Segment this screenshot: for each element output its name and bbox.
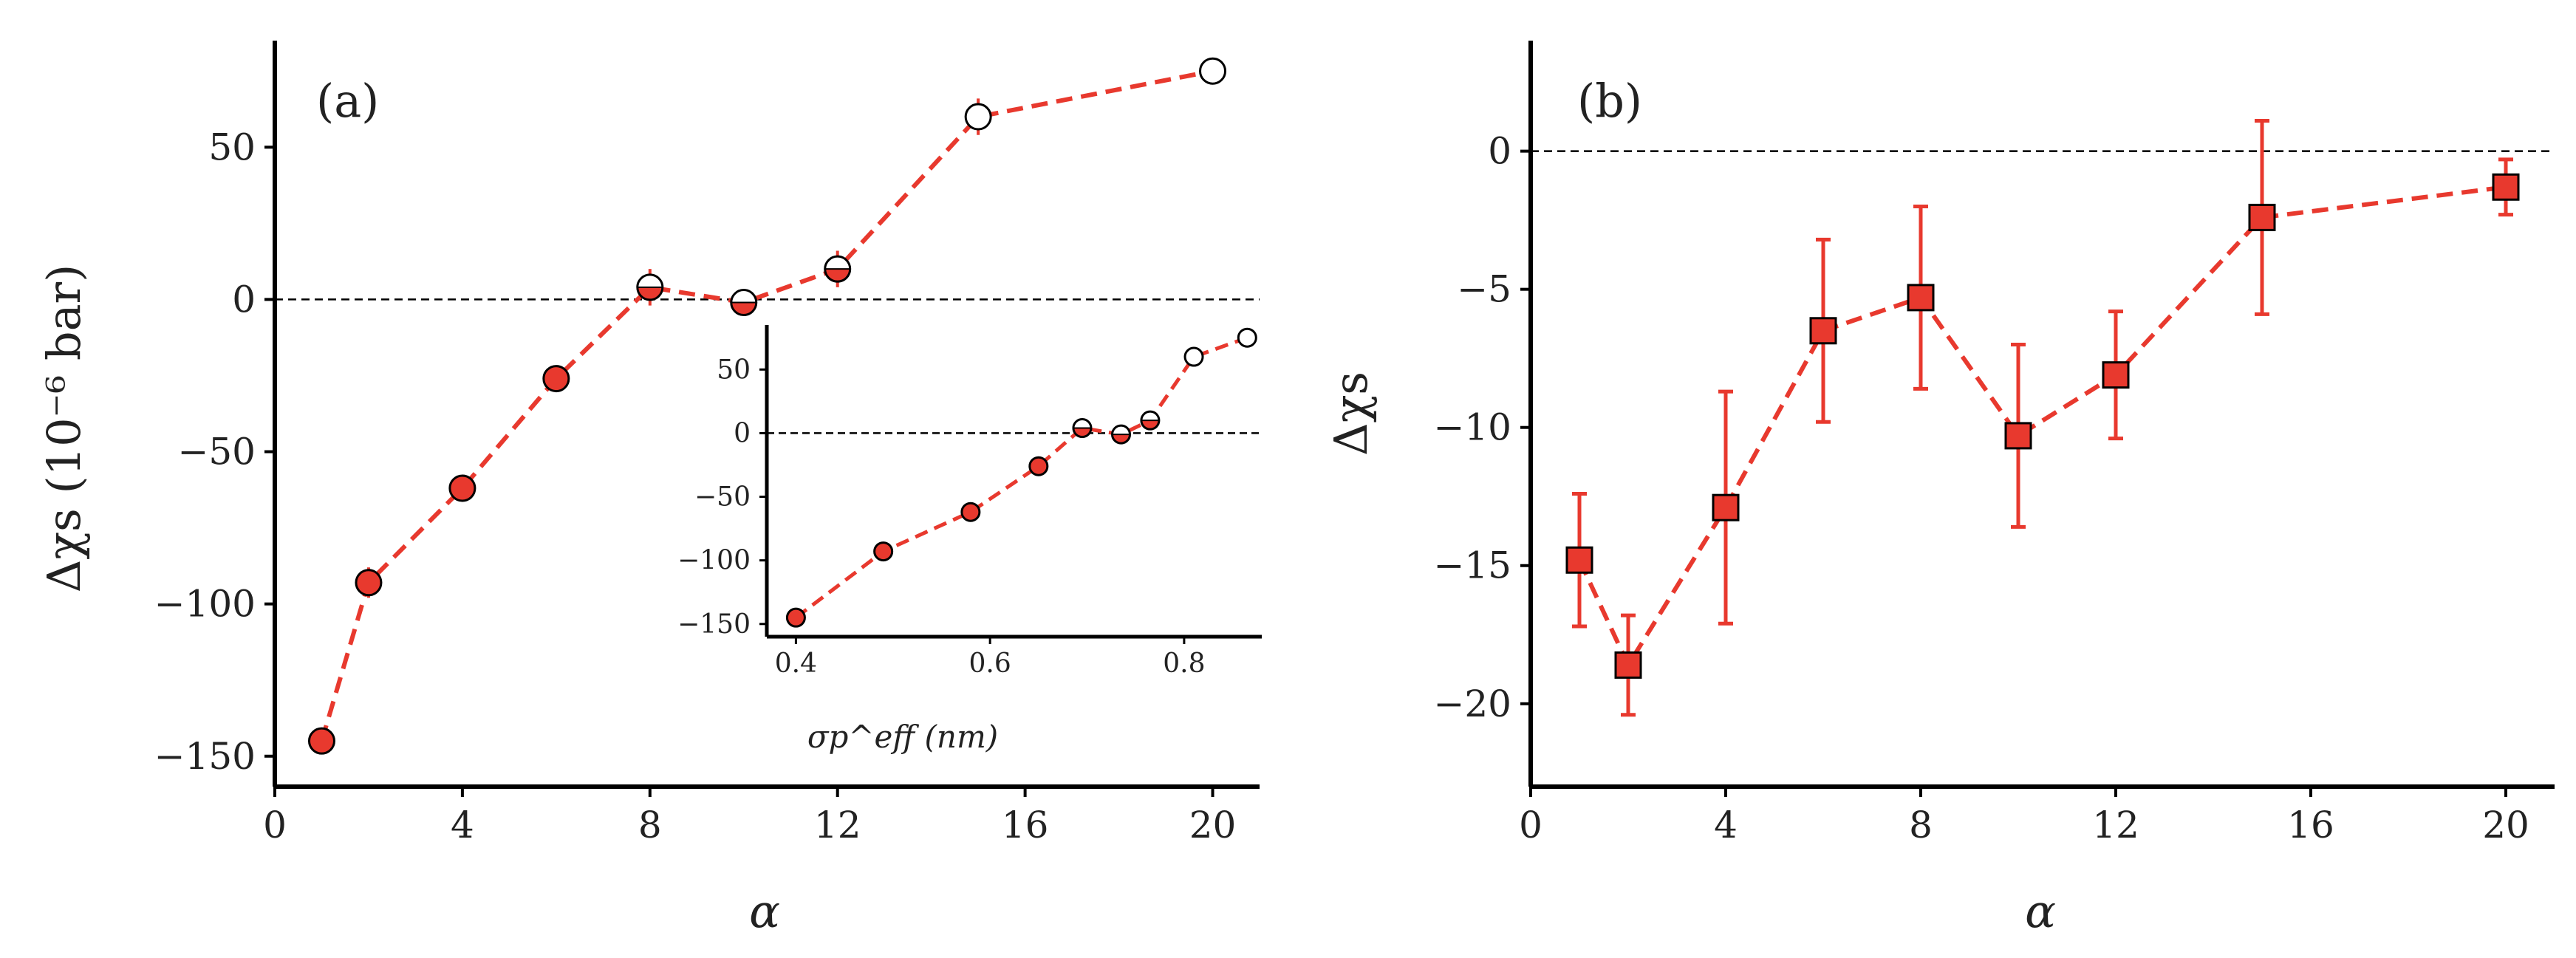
b-data-point [2004,422,2032,450]
a-data-point [355,569,383,597]
panel-a-x-axis-title: α [749,884,780,938]
b-data-point [1712,493,1740,521]
inset-data-point [1111,424,1132,445]
panel-b-y-axis-title: Δχs [1324,372,1378,456]
inset-y-tick-label: 50 [717,355,751,385]
b-data-point [1614,651,1642,679]
b-data-point [1907,284,1935,312]
inset-data-point [1140,410,1161,431]
panel-b-x-axis-title: α [2025,884,2056,938]
panel-a-plot-area: 0 4 8 12 16 20 −150 −100 −50 0 50 [154,41,1260,846]
panel-a-label: (a) [316,74,379,128]
inset-x-tick-label: 0.8 [1163,649,1205,679]
inset-data-point [1237,327,1257,348]
a-x-tick-label: 4 [451,804,474,846]
inset-x-axis-title: σp^eff (nm) [807,719,998,755]
a-data-point [307,727,335,755]
a-x-tick-label: 12 [814,804,861,846]
marker-bottom-half [824,269,850,282]
panel-a-inset: 0.4 0.6 0.8 −150 −100 −50 0 50 [677,321,1266,679]
b-x-tick-label: 8 [1909,804,1933,846]
marker-outline [1111,424,1132,445]
a-data-point [824,255,852,283]
inset-y-tick-label: 0 [734,418,751,448]
b-data-point [1565,546,1593,574]
b-y-tick-label: −10 [1433,406,1511,449]
marker-outline [730,289,758,317]
a-y-tick-label: −150 [154,735,256,778]
b-x-tick-label: 4 [1714,804,1738,846]
b-y-tick-label: −5 [1457,268,1511,311]
marker-outline [636,273,664,301]
inset-data-point [960,502,981,522]
b-x-tick-label: 0 [1519,804,1542,846]
inset-y-tick-label: −100 [677,546,751,576]
a-y-tick-label: 0 [232,278,256,321]
b-series-line [1577,185,2507,670]
a-x-tick-label: 8 [638,804,662,846]
a-data-point [636,273,664,301]
b-data-point [2248,203,2276,231]
a-x-tick-label: 0 [263,804,287,846]
b-data-point [1809,317,1837,345]
marker-outline [824,255,852,283]
inset-y-tick-label: −50 [694,482,751,513]
inset-data-point [1183,346,1204,367]
a-y-tick-label: −50 [177,431,256,473]
a-x-tick-label: 20 [1189,804,1237,846]
b-data-point [2492,173,2520,201]
inset-data-point [1072,418,1093,439]
inset-x-tick-label: 0.4 [775,649,817,679]
inset-y-tick-label: −150 [677,609,751,640]
a-data-point [730,289,758,317]
a-data-point [1199,57,1227,85]
b-y-tick-label: −20 [1433,682,1511,725]
b-x-tick-label: 12 [2092,804,2139,846]
a-data-point [542,365,570,393]
inset-x-tick-label: 0.6 [969,649,1011,679]
marker-bottom-half [637,287,663,300]
b-x-tick-label: 20 [2482,804,2529,846]
a-series-line [319,69,1214,742]
a-data-point [448,474,476,502]
inset-data-point [1028,456,1049,476]
b-data-point [2102,361,2130,389]
panel-b-plot-area: 0 4 8 12 16 20 −20 −15 −10 −5 0 [1433,41,2555,846]
b-y-tick-label: −15 [1433,544,1511,587]
panel-a-y-axis-title: Δχs (10⁻⁶ bar) [37,264,91,593]
panel-b-label: (b) [1577,74,1642,128]
a-y-tick-label: 50 [208,126,256,168]
marker-outline [1140,410,1161,431]
a-x-tick-label: 16 [1002,804,1049,846]
inset-data-point [873,541,894,562]
marker-bottom-half [731,302,756,315]
a-y-tick-label: −100 [154,583,256,626]
a-data-point [964,103,992,131]
b-x-tick-label: 16 [2287,804,2334,846]
panel-a: 0 4 8 12 16 20 −150 −100 −50 0 50 (a) α Δχs (10⁻⁶ … [37,41,1266,938]
b-y-tick-label: 0 [1488,130,1511,173]
panel-b: 0 4 8 12 16 20 −20 −15 −10 −5 0 (b) α Δχs [1324,41,2555,938]
marker-outline [1072,418,1093,439]
inset-data-point [785,607,806,628]
